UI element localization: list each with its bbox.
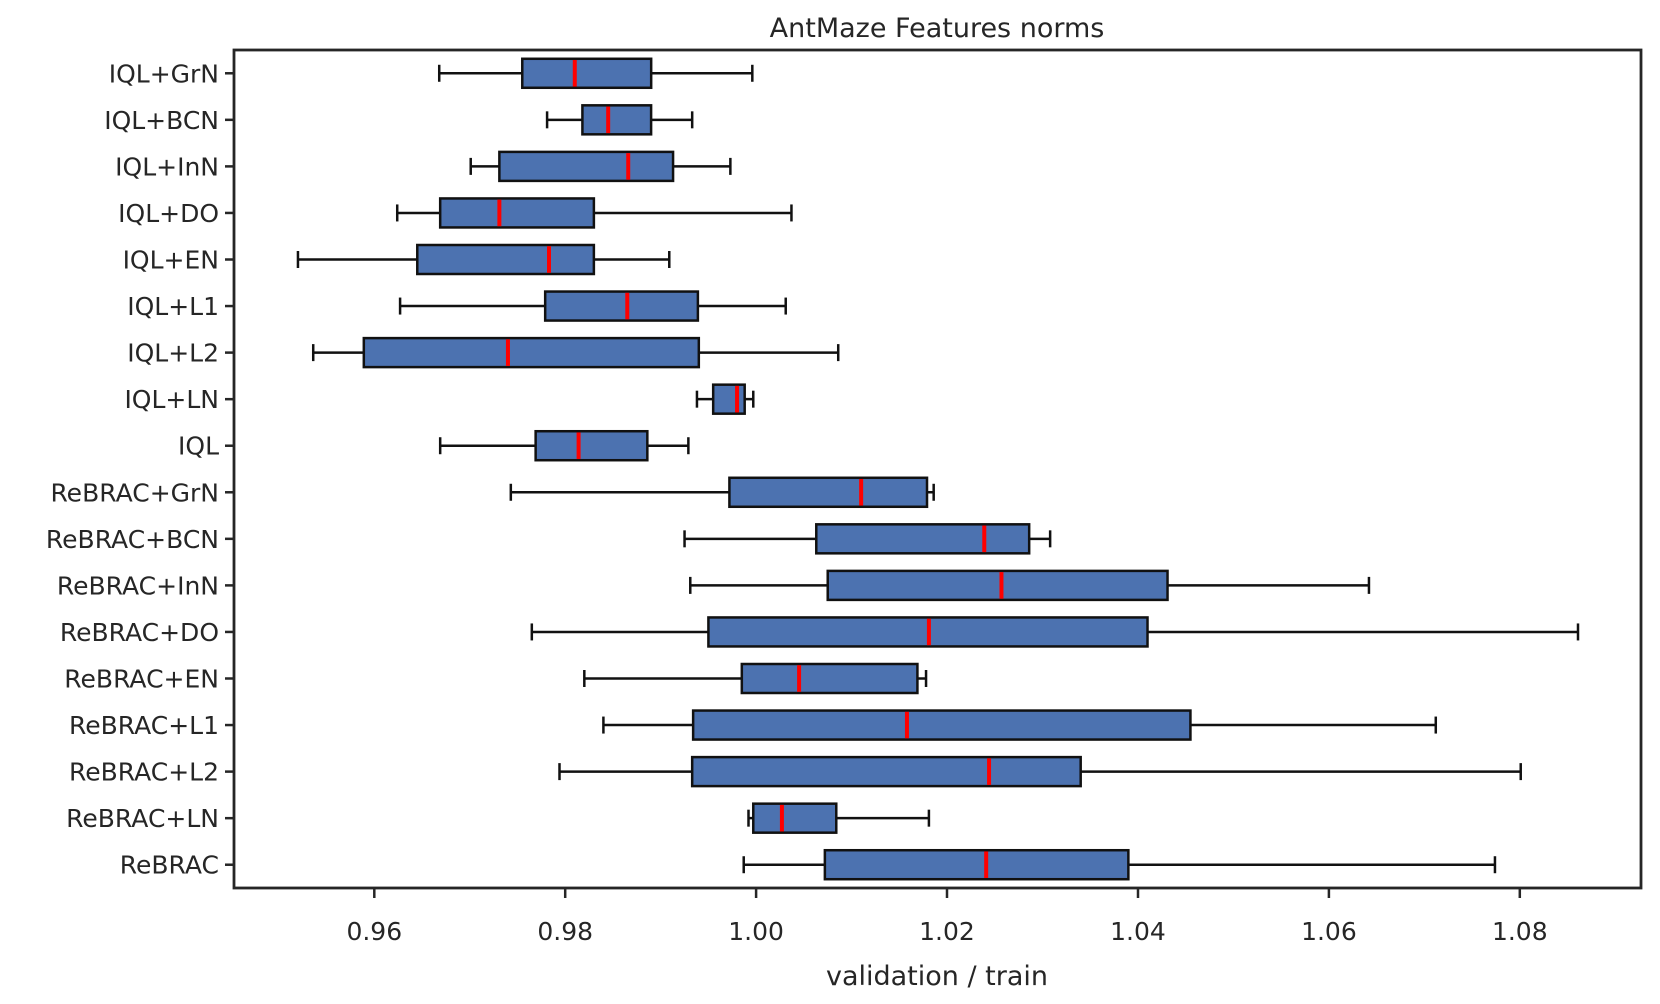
box-rect [416, 243, 596, 276]
category-label: IQL+L2 [127, 339, 219, 368]
category-label: IQL+BCN [104, 106, 219, 135]
box-rect [581, 104, 653, 136]
box-rect [534, 429, 649, 462]
category-label: IQL+EN [123, 246, 219, 275]
category-label: ReBRAC+EN [64, 665, 219, 694]
box-row: ReBRAC+InN [57, 569, 1371, 602]
x-tick: 0.96 [346, 888, 402, 946]
category-label: ReBRAC+L1 [69, 711, 219, 740]
box-row: ReBRAC+L2 [69, 755, 1522, 788]
box-row: IQL+InN [115, 150, 732, 183]
box-row: ReBRAC+DO [60, 616, 1580, 648]
x-tick-label: 1.00 [728, 917, 784, 946]
box-rect [740, 662, 919, 695]
box-rect [498, 150, 675, 183]
x-tick: 1.00 [728, 888, 784, 946]
box-rect [826, 569, 1169, 602]
category-label: ReBRAC+DO [60, 618, 219, 647]
box-row: IQL+LN [124, 383, 755, 415]
x-tick: 0.98 [537, 888, 593, 946]
plot-border [232, 48, 1643, 890]
x-tick: 1.04 [1110, 888, 1166, 946]
box-rect [543, 290, 700, 322]
box-row: ReBRAC+GrN [50, 476, 935, 509]
box-row: IQL+L1 [127, 290, 787, 322]
box-row: ReBRAC+EN [64, 662, 928, 695]
category-label: IQL+L1 [127, 292, 219, 321]
category-label: IQL+DO [118, 199, 219, 228]
box-rect [823, 848, 1130, 881]
x-tick-label: 1.04 [1110, 917, 1166, 946]
category-label: ReBRAC+InN [57, 571, 219, 600]
box-row: IQL+DO [118, 197, 793, 229]
chart-title: AntMaze Features norms [770, 13, 1105, 44]
x-tick: 1.02 [919, 888, 975, 946]
x-axis-label: validation / train [826, 961, 1048, 992]
box-row: ReBRAC+BCN [46, 523, 1052, 555]
x-tick-label: 0.98 [537, 917, 593, 946]
box-rect [711, 383, 746, 415]
box-row: ReBRAC+L1 [69, 709, 1438, 741]
category-label: IQL+GrN [109, 59, 219, 88]
x-tick: 1.06 [1301, 888, 1357, 946]
box-rect [362, 336, 701, 369]
box-rect [690, 755, 1082, 788]
category-label: IQL+LN [124, 385, 219, 414]
category-label: ReBRAC+L2 [69, 758, 219, 787]
x-tick-label: 1.08 [1492, 917, 1548, 946]
x-tick-label: 1.02 [919, 917, 975, 946]
category-label: IQL+InN [115, 152, 219, 181]
box-rect [815, 523, 1031, 555]
category-label: ReBRAC+LN [66, 804, 219, 833]
box-rect [691, 709, 1192, 741]
box-row: IQL+EN [123, 243, 671, 276]
category-label: ReBRAC [120, 851, 219, 880]
x-tick-label: 1.06 [1301, 917, 1357, 946]
box-row: ReBRAC [120, 848, 1497, 881]
box-rect [752, 802, 838, 834]
box-row: IQL+BCN [104, 104, 694, 136]
category-label: IQL [178, 432, 219, 461]
box-rect [438, 197, 596, 229]
category-label: ReBRAC+GrN [50, 478, 219, 507]
plot-area: 0.96 0.98 1.00 1.02 1.04 1.06 1.08 IQL+GrN IQL+B… [46, 48, 1643, 946]
box-row: IQL+GrN [109, 57, 754, 90]
box-row: ReBRAC+LN [66, 802, 931, 834]
x-tick: 1.08 [1492, 888, 1548, 946]
box-rect [728, 476, 929, 509]
box-row: IQL+L2 [127, 336, 840, 369]
category-label: ReBRAC+BCN [46, 525, 219, 554]
box-row: IQL [178, 429, 690, 462]
x-tick-label: 0.96 [346, 917, 402, 946]
box-rect [521, 57, 653, 90]
